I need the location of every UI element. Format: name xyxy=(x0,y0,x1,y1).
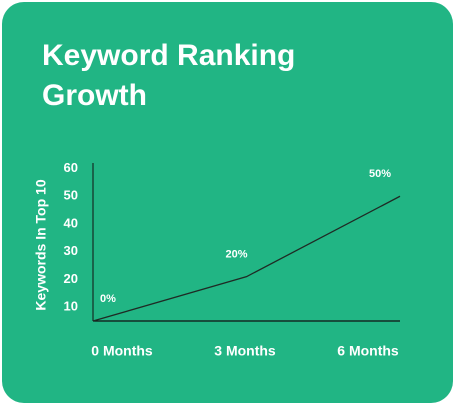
annotation: 0% xyxy=(100,293,116,305)
y-tick-label: 10 xyxy=(64,299,78,314)
y-tick-label: 30 xyxy=(64,243,78,258)
x-tick-label: 3 Months xyxy=(214,343,276,359)
annotation: 50% xyxy=(369,168,391,180)
y-tick-label: 60 xyxy=(64,160,78,175)
x-tick-label: 0 Months xyxy=(91,343,153,359)
line xyxy=(92,195,401,322)
y-axis-label: Keywords In Top 10 xyxy=(33,179,49,310)
y-tick-label: 20 xyxy=(64,271,78,286)
y-tick-label: 50 xyxy=(64,188,78,203)
annotation: 20% xyxy=(225,249,247,261)
x-tick-label: 6 Months xyxy=(337,343,399,359)
y-tick-label: 40 xyxy=(64,215,78,230)
chart-title: Keyword Ranking Growth xyxy=(42,39,296,112)
